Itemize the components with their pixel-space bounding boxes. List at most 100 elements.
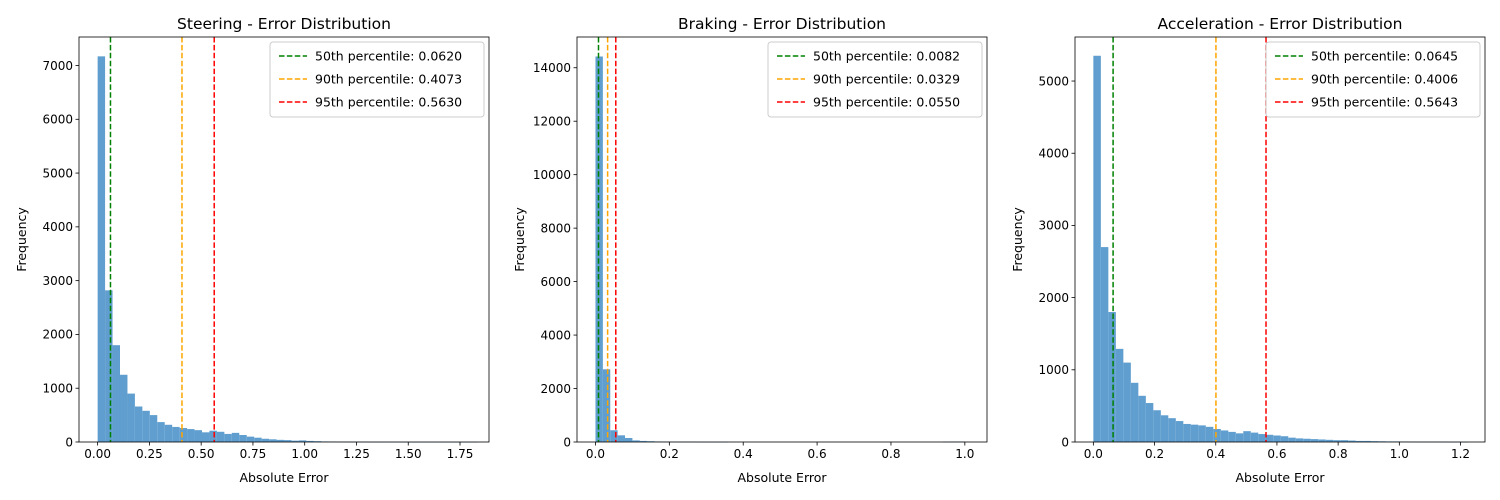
y-tick-label: 1000	[42, 382, 73, 396]
y-tick-label: 4000	[540, 328, 571, 342]
histogram-bar	[1093, 55, 1101, 443]
legend-label-2: 90th percentile: 0.0329	[813, 72, 960, 87]
histogram-bar	[1213, 429, 1221, 442]
legend-label-2: 90th percentile: 0.4073	[315, 72, 462, 87]
histogram-bar	[639, 440, 648, 442]
histogram-bar	[105, 290, 113, 442]
x-tick-label: 0.25	[136, 447, 163, 461]
legend: 50th percentile: 0.0082 90th percentile: …	[767, 41, 983, 118]
histogram-bar	[1168, 418, 1176, 442]
histogram-bar	[187, 429, 195, 442]
histogram-bar	[1138, 395, 1146, 442]
legend: 50th percentile: 0.0645 90th percentile: …	[1265, 41, 1481, 118]
y-axis-label: Frequency	[14, 207, 29, 272]
histogram-bar	[231, 432, 240, 442]
histogram-bar	[1288, 437, 1296, 442]
legend-box	[269, 41, 485, 118]
histogram-bar	[1228, 431, 1236, 442]
histogram-bar	[1310, 439, 1319, 442]
x-tick-label: 1.00	[291, 447, 318, 461]
y-tick-label: 3000	[1038, 219, 1069, 233]
legend: 50th percentile: 0.0620 90th percentile: …	[269, 41, 485, 118]
x-tick-label: 0.8	[881, 447, 900, 461]
histogram-bar	[216, 431, 225, 442]
histogram-bar	[157, 422, 165, 442]
histogram-bar	[1198, 425, 1206, 442]
chart-title: Braking - Error Distribution	[678, 15, 886, 33]
histogram-bar	[1243, 431, 1251, 442]
histogram-bar	[595, 56, 603, 442]
x-tick-label: 0.2	[660, 447, 679, 461]
y-axis-label: Frequency	[1010, 207, 1025, 272]
histogram-bar	[209, 430, 217, 442]
histogram-bar	[1318, 439, 1326, 442]
histogram-bar	[1160, 415, 1169, 442]
y-tick-label: 6000	[42, 113, 73, 127]
y-tick-label: 5000	[1038, 74, 1069, 88]
histogram-bar	[1205, 426, 1214, 442]
y-tick-label: 0	[1061, 435, 1069, 449]
histogram-bar	[1250, 432, 1259, 442]
histogram-bar	[306, 440, 314, 442]
histogram-bar	[1363, 440, 1371, 442]
histogram-bar	[632, 440, 640, 442]
chart-title: Acceleration - Error Distribution	[1158, 15, 1403, 33]
histogram-bar	[120, 374, 128, 442]
histogram-bar	[194, 430, 202, 442]
x-tick-label: 1.0	[955, 447, 974, 461]
legend-label-3: 95th percentile: 0.0550	[813, 95, 960, 110]
x-tick-label: 0.8	[1329, 447, 1348, 461]
histogram-bar	[313, 441, 322, 442]
histogram-bar	[298, 440, 307, 442]
legend-label-1: 50th percentile: 0.0082	[813, 49, 960, 64]
histogram-bar	[291, 440, 299, 442]
histogram-bar	[625, 437, 633, 442]
y-tick-label: 2000	[1038, 291, 1069, 305]
histogram-bar	[127, 393, 135, 442]
x-axis-label: Absolute Error	[1235, 470, 1325, 485]
x-tick-label: 1.50	[395, 447, 422, 461]
histogram-bar	[224, 433, 232, 442]
chart-panel-2: 0.0 0.2 0.4 0.6 0.8 1.0 0 2000 4000 6000 8000 10000…	[512, 15, 988, 485]
histogram-bar	[1370, 441, 1379, 442]
axes-frame	[576, 36, 988, 443]
x-tick-label: 0.4	[1206, 447, 1225, 461]
y-tick-label: 1000	[1038, 363, 1069, 377]
y-tick-label: 0	[65, 435, 73, 449]
histogram-bar	[97, 56, 106, 443]
histogram-bar	[1100, 247, 1109, 442]
histogram-bar	[261, 438, 270, 442]
histogram-bar	[1325, 439, 1334, 442]
histogram-bar	[1153, 410, 1161, 442]
x-tick-label: 0.0	[1084, 447, 1103, 461]
histogram-bar	[202, 432, 210, 442]
y-tick-label: 12000	[533, 115, 571, 129]
y-axis-label: Frequency	[512, 207, 527, 272]
histogram-bar	[179, 428, 188, 442]
y-tick-label: 10000	[533, 168, 571, 182]
histogram-bar	[1273, 435, 1281, 442]
y-tick-label: 7000	[42, 59, 73, 73]
x-axis-label: Absolute Error	[239, 470, 329, 485]
histogram-bar	[239, 435, 247, 442]
histogram-bar	[1108, 312, 1116, 442]
y-tick-label: 14000	[533, 61, 571, 75]
y-tick-label: 2000	[42, 328, 73, 342]
x-tick-label: 1.75	[447, 447, 474, 461]
legend-label-1: 50th percentile: 0.0620	[315, 49, 462, 64]
histogram-bar	[1190, 424, 1199, 442]
histogram-bar	[1123, 362, 1131, 442]
histogram-bar	[1355, 440, 1364, 442]
legend-label-2: 90th percentile: 0.4006	[1311, 72, 1458, 87]
histogram-bar	[1175, 421, 1184, 442]
histogram-bar	[610, 430, 618, 442]
y-tick-label: 4000	[42, 220, 73, 234]
chart-title: Steering - Error Distribution	[177, 15, 391, 33]
axes-frame	[78, 36, 490, 443]
histogram-bar	[269, 439, 277, 442]
x-tick-label: 0.50	[188, 447, 215, 461]
histogram-bar	[617, 435, 626, 442]
axes-frame	[1074, 36, 1486, 443]
histogram-bar	[149, 415, 158, 442]
